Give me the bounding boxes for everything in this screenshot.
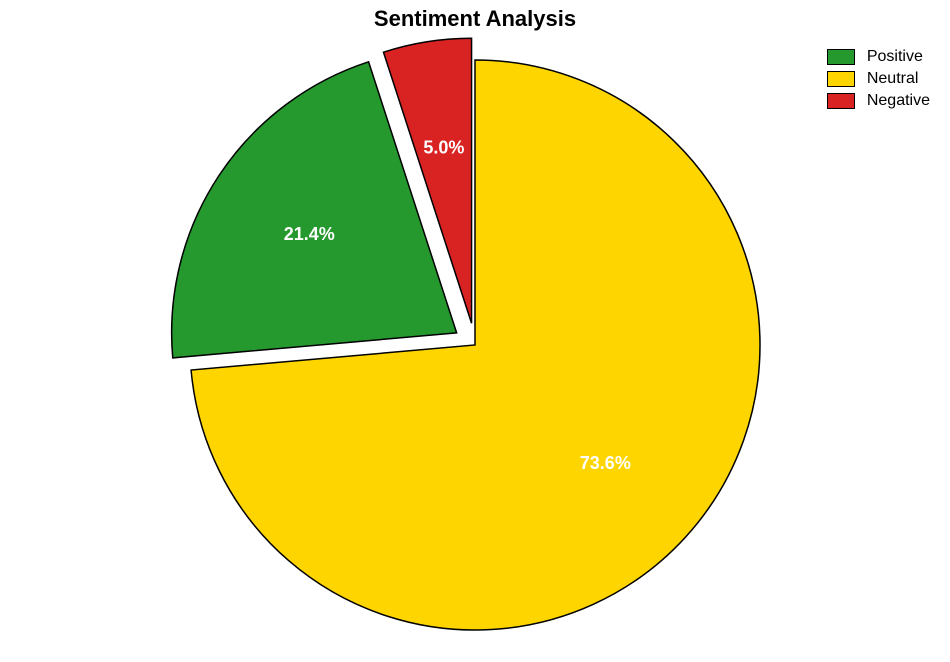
slice-label-negative: 5.0% (423, 137, 464, 157)
legend-label-negative: Negative (867, 92, 930, 110)
legend: Positive Neutral Negative (827, 48, 930, 114)
pie-svg: 73.6% 21.4% 5.0% (0, 0, 950, 662)
slice-label-neutral: 73.6% (580, 453, 631, 473)
legend-swatch-negative (827, 93, 855, 109)
legend-item-negative: Negative (827, 92, 930, 110)
legend-swatch-positive (827, 49, 855, 65)
legend-item-neutral: Neutral (827, 70, 930, 88)
legend-label-positive: Positive (867, 48, 923, 66)
pie-chart-container: Sentiment Analysis 73.6%21.4%5.0% Positi… (0, 0, 950, 662)
slice-label-positive: 21.4% (284, 224, 335, 244)
legend-item-positive: Positive (827, 48, 930, 66)
legend-label-neutral: Neutral (867, 70, 919, 88)
pie-slices (172, 38, 760, 630)
legend-swatch-neutral (827, 71, 855, 87)
